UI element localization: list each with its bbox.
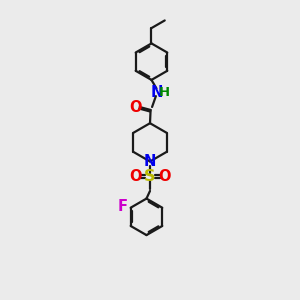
Text: O: O bbox=[130, 169, 142, 184]
Text: N: N bbox=[144, 154, 156, 169]
Text: N: N bbox=[150, 85, 163, 100]
Text: S: S bbox=[144, 169, 156, 184]
Text: H: H bbox=[159, 86, 170, 99]
Text: F: F bbox=[117, 199, 128, 214]
Text: O: O bbox=[158, 169, 170, 184]
Text: O: O bbox=[130, 100, 142, 115]
